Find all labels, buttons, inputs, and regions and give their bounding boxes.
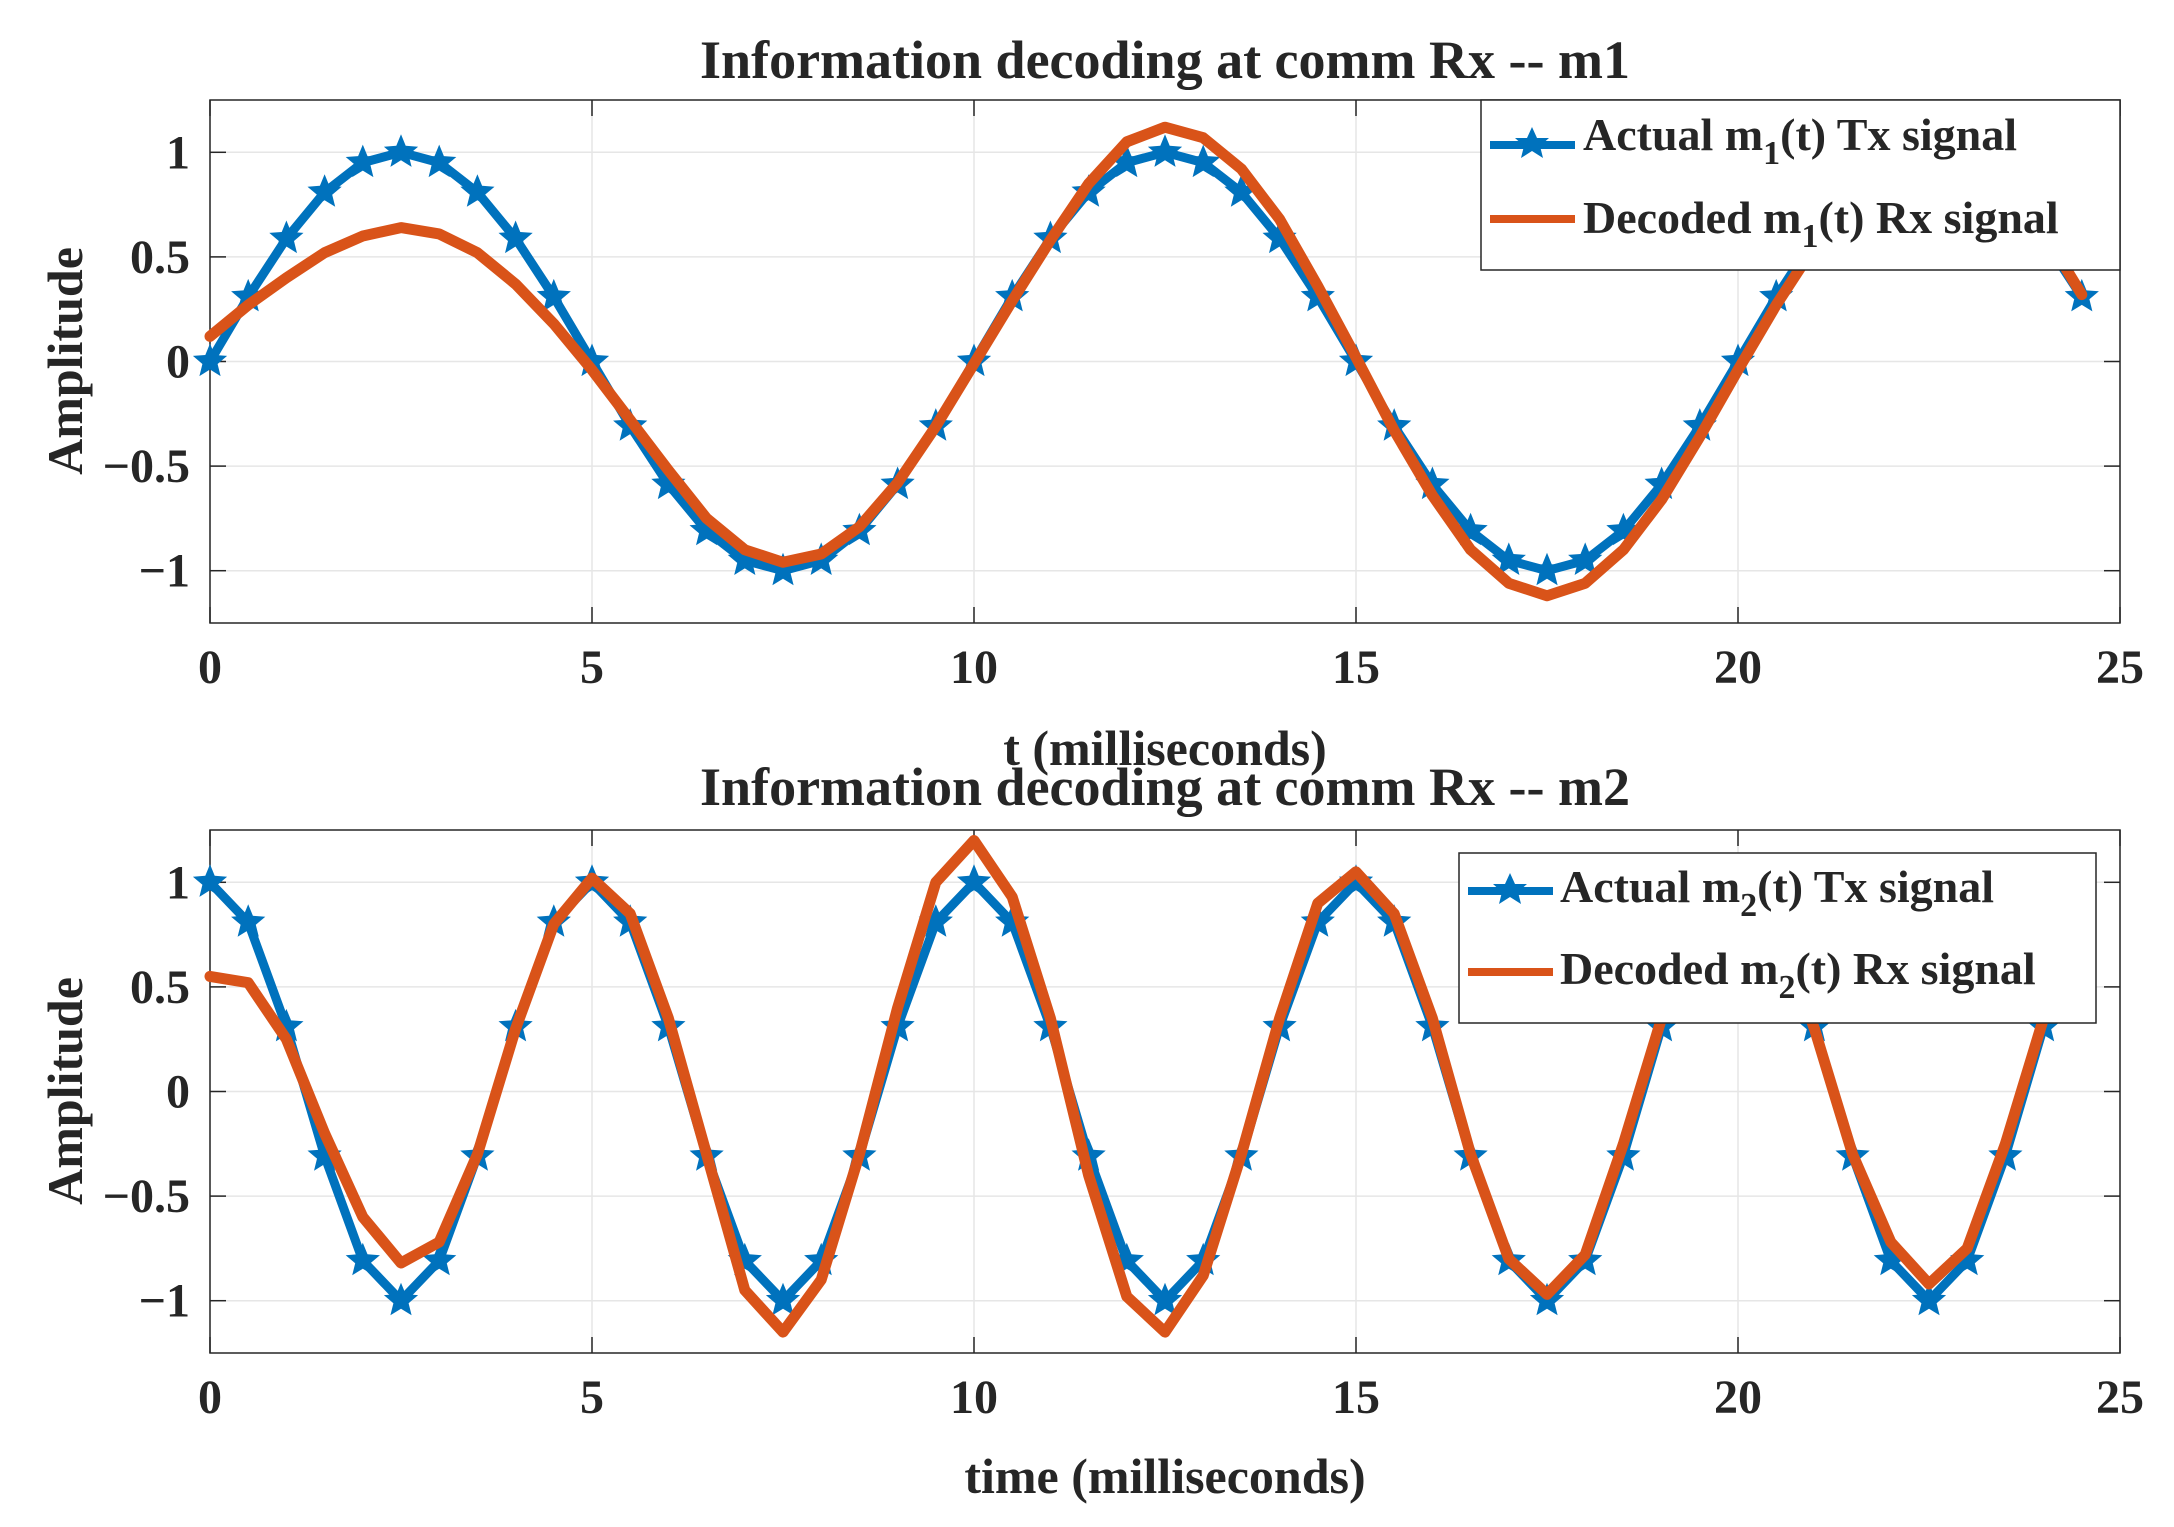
data-point-star-marker (1873, 1242, 1908, 1276)
data-point-star-marker (651, 466, 686, 500)
data-point-star-marker (1186, 144, 1221, 178)
data-point-star-marker (727, 542, 762, 575)
data-point-star-marker (1109, 144, 1144, 178)
legend-m1: Actual m1(t) Tx signal Decoded m1(t) Rx … (1480, 99, 2121, 271)
data-point-star-marker (345, 1242, 380, 1276)
chart-m1: 0 5 10 15 20 25 1 0.5 0 −0.5 −1 Information decodi… (37, 30, 2144, 776)
x-tick-label: 0 (198, 641, 222, 694)
y-tick-label: 1 (166, 856, 190, 909)
x-tick-label: 25 (2096, 641, 2144, 694)
y-tick-label: 0 (166, 336, 190, 389)
data-point-star-marker (383, 134, 419, 167)
data-point-star-marker (765, 552, 801, 586)
y-tick-label: −0.5 (103, 440, 190, 493)
data-point-star-marker (689, 512, 724, 546)
data-point-star-marker (192, 864, 228, 897)
legend-box-m1 (1480, 99, 2121, 271)
x-tick-label: 10 (950, 1371, 998, 1424)
data-point-star-marker (956, 864, 992, 897)
x-tick-label: 15 (1332, 641, 1380, 694)
data-point-star-marker (383, 1282, 419, 1316)
x-tick-label: 5 (580, 641, 604, 694)
data-point-star-marker (307, 174, 342, 207)
data-point-star-marker (765, 1282, 801, 1316)
data-point-star-marker (1147, 1282, 1183, 1316)
chart-m2: 0 5 10 15 20 25 1 0.5 0 −0.5 −1 Information decodi… (37, 757, 2144, 1504)
legend-star-marker-m2 (1493, 873, 1527, 904)
x-tick-label: 10 (950, 641, 998, 694)
y-tick-label: 1 (166, 126, 190, 179)
data-point-star-marker (1491, 542, 1526, 575)
data-point-star-marker (269, 220, 304, 254)
y-tick-label: −1 (139, 545, 190, 598)
y-axis-label-m1: Amplitude (37, 247, 93, 475)
data-point-star-marker (422, 1242, 457, 1276)
y-tick-label: 0.5 (130, 231, 190, 284)
data-point-star-marker (192, 343, 228, 377)
data-point-star-marker (231, 904, 266, 937)
legend-label-actual-m1: Actual m1(t) Tx signal (1583, 109, 2017, 172)
x-axis-label-m1: t (milliseconds) (1003, 720, 1327, 776)
x-axis-label-m2: time (milliseconds) (964, 1448, 1365, 1504)
ticks-m2: 0 5 10 15 20 25 1 0.5 0 −0.5 −1 (103, 830, 2144, 1424)
y-tick-label: 0.5 (130, 961, 190, 1014)
chart-title-m1: Information decoding at comm Rx -- m1 (700, 30, 1630, 90)
x-tick-label: 25 (2096, 1371, 2144, 1424)
x-tick-label: 15 (1332, 1371, 1380, 1424)
legend-star-marker-m1 (1515, 127, 1549, 158)
y-tick-label: 0 (166, 1066, 190, 1119)
data-point-star-marker (1911, 1282, 1947, 1316)
data-point-star-marker (345, 144, 380, 178)
y-axis-label-m2: Amplitude (37, 977, 93, 1205)
data-point-star-marker (1147, 134, 1183, 167)
legend-m2: Actual m2(t) Tx signal Decoded m2(t) Rx … (1458, 852, 2097, 1024)
x-tick-label: 0 (198, 1371, 222, 1424)
data-point-star-marker (498, 220, 533, 254)
data-point-star-marker (1950, 1242, 1985, 1276)
y-tick-label: −0.5 (103, 1170, 190, 1223)
legend-label-decoded-m2: Decoded m2(t) Rx signal (1560, 943, 2036, 1006)
y-tick-label: −1 (139, 1275, 190, 1328)
x-tick-label: 5 (580, 1371, 604, 1424)
legend-label-decoded-m1: Decoded m1(t) Rx signal (1583, 192, 2059, 255)
legend-box-m2 (1458, 852, 2097, 1024)
data-point-star-marker (1529, 552, 1565, 586)
data-point-star-marker (536, 278, 571, 312)
data-point-star-marker (422, 144, 457, 178)
x-tick-label: 20 (1714, 1371, 1762, 1424)
chart-title-m2: Information decoding at comm Rx -- m2 (700, 757, 1630, 817)
legend-label-actual-m2: Actual m2(t) Tx signal (1560, 861, 1994, 924)
series-line-decoded (204, 121, 2088, 602)
data-point-star-marker (1568, 542, 1603, 575)
data-point-star-marker (1224, 174, 1259, 207)
data-point-star-marker (460, 174, 495, 207)
ticks-m1: 0 5 10 15 20 25 1 0.5 0 −0.5 −1 (103, 100, 2144, 694)
x-tick-label: 20 (1714, 641, 1762, 694)
